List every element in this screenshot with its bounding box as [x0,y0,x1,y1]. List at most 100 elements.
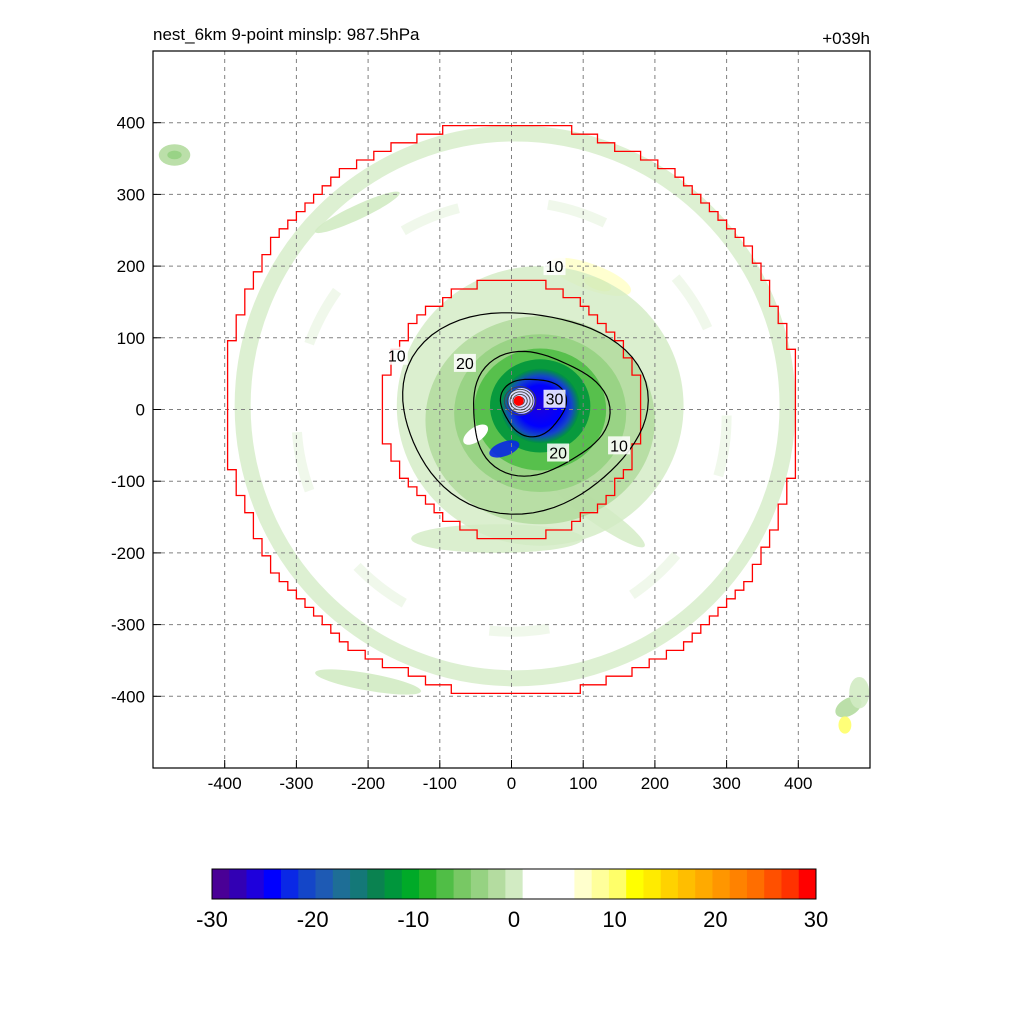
colorbar-swatch [695,869,713,899]
contour-lines: 10 10 10 20 20 30 [385,257,649,515]
x-tick-label: -400 [208,774,242,793]
colorbar-swatch [505,869,524,899]
colorbar-swatch [332,869,351,899]
contour-label: 10 [388,349,406,366]
ring-inner [381,279,642,540]
contour-label-bg [547,443,570,462]
y-tick-label: -300 [111,616,145,635]
colorbar-swatch [574,869,593,899]
colorbar-swatch [281,869,299,899]
radius-rings [226,124,797,695]
colorbar-swatch [677,869,696,899]
colorbar-swatch [626,869,644,899]
y-axis-ticks: 400 300 200 100 0 -100 -200 -300 -400 [111,114,161,706]
contour-label-bg [543,257,566,276]
colorbar-swatch [212,869,230,899]
colorbar-swatch [712,869,731,899]
colorbar-swatch [557,869,575,899]
colorbar-swatch [470,869,489,899]
y-tick-label: 400 [117,114,145,133]
x-tick-label: 100 [569,774,597,793]
colorbar-swatch [643,869,662,899]
contour-30 [499,378,568,438]
patch [849,676,870,709]
x-tick-label: -300 [279,774,313,793]
colorbar-swatch [729,869,748,899]
contour-label-bg [608,436,631,455]
colorbar-swatch [350,869,368,899]
eyewall-contour [512,393,528,408]
colorbar-tick-label: -30 [196,907,228,932]
colorbar-tick-label: -10 [397,907,429,932]
colorbar-swatch [315,869,334,899]
x-tick-label: 400 [784,774,812,793]
x-tick-label: 0 [507,774,516,793]
colorbar [211,868,817,900]
contour-label-bg [543,389,566,408]
patch [314,191,400,234]
colorbar-swatch [298,869,316,899]
colorbar-swatch [229,869,247,899]
colorbar-swatch [246,869,265,899]
y-tick-label: -100 [111,472,145,491]
colorbar-swatch [522,869,541,899]
storm-center-marker [513,395,524,406]
colorbar-swatch [488,869,506,899]
colorbar-swatch [367,869,385,899]
y-tick-label: 200 [117,257,145,276]
eyewall-contour [509,391,531,411]
colorbar-swatch [781,869,800,899]
colorbar-swatch [453,869,472,899]
x-tick-label: -200 [351,774,385,793]
y-tick-label: 300 [117,185,145,204]
center-dot [513,395,524,406]
colorbar-ticks: -30 -20 -10 0 10 20 30 [196,907,828,932]
colorbar-swatch [263,869,282,899]
contour-label: 30 [546,392,564,409]
contour-label-bg [453,353,476,372]
y-tick-label: 0 [136,401,145,420]
x-axis-ticks: -400 -300 -200 -100 0 100 200 300 400 [208,760,812,793]
shaded-field [158,125,870,734]
colorbar-swatch [401,869,420,899]
colorbar-swatch [660,869,679,899]
y-tick-label: 100 [117,329,145,348]
x-tick-label: -100 [423,774,457,793]
colorbar-swatch [436,869,454,899]
colorbar-swatch [591,869,610,899]
colorbar-tick-label: 0 [508,907,520,932]
colorbar-frame [211,868,817,900]
x-tick-label: 200 [641,774,669,793]
patch [167,150,182,160]
contour-label-bg [385,346,408,365]
patch [838,716,852,734]
contour-10 [402,312,649,515]
patch [315,669,422,695]
forecast-hour: +039h [822,29,870,48]
colorbar-swatch [764,869,782,899]
mid-band [291,196,732,637]
contour-label: 10 [546,259,564,276]
colorbar-swatch [539,869,558,899]
colorbar-tick-label: 20 [703,907,727,932]
eyewall-contour [506,388,534,413]
y-tick-label: -200 [111,544,145,563]
colorbar-swatch [746,869,765,899]
y-tick-label: -400 [111,687,145,706]
ring-outer [226,124,797,695]
colorbar-swatch [608,869,627,899]
contour-20 [472,350,611,477]
chart-title: nest_6km 9-point minslp: 987.5hPa [153,25,420,44]
plot-area: 10 10 10 20 20 30 [153,51,870,768]
x-tick-label: 300 [712,774,740,793]
colorbar-tick-label: 10 [602,907,626,932]
colorbar-swatch [384,869,403,899]
colorbar-swatch [419,869,437,899]
colorbar-tick-label: -20 [297,907,329,932]
contour-label: 10 [610,438,628,455]
colorbar-tick-label: 30 [804,907,828,932]
outer-band [234,125,796,687]
contour-label: 20 [549,446,567,463]
contour-label: 20 [456,356,474,373]
